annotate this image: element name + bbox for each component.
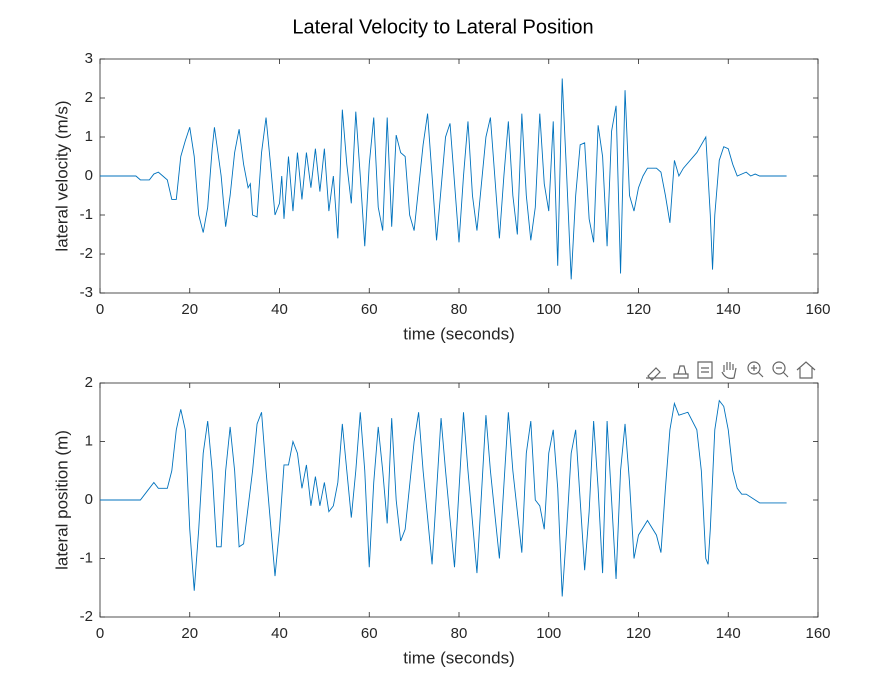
x-tick-label: 80 bbox=[451, 625, 468, 642]
zoom-in-icon[interactable] bbox=[747, 361, 761, 375]
y-tick-label: -1 bbox=[80, 206, 93, 223]
x-tick-label: 0 bbox=[96, 301, 104, 318]
x-tick-label: 20 bbox=[181, 301, 198, 318]
y-tick-label: -3 bbox=[80, 284, 93, 301]
x-axis-label: time (seconds) bbox=[403, 648, 514, 667]
y-tick-label: -2 bbox=[80, 245, 93, 262]
brush-icon[interactable] bbox=[673, 365, 689, 379]
x-tick-label: 140 bbox=[716, 625, 741, 642]
y-tick-label: 2 bbox=[85, 374, 93, 391]
y-tick-label: 0 bbox=[85, 491, 93, 508]
x-tick-label: 120 bbox=[626, 625, 651, 642]
plot-area bbox=[99, 382, 819, 618]
x-axis-label: time (seconds) bbox=[403, 324, 514, 343]
y-axis-label: lateral position (m) bbox=[52, 430, 71, 570]
plot-area bbox=[99, 58, 819, 294]
y-tick-label: 1 bbox=[85, 432, 93, 449]
y-tick-label: -1 bbox=[80, 549, 93, 566]
x-tick-label: 60 bbox=[361, 625, 378, 642]
x-tick-label: 20 bbox=[181, 625, 198, 642]
figure-title: Lateral Velocity to Lateral Position bbox=[292, 16, 593, 38]
x-tick-label: 60 bbox=[361, 301, 378, 318]
datatip-icon[interactable] bbox=[697, 361, 713, 379]
y-tick-label: -2 bbox=[80, 608, 93, 625]
y-tick-label: 0 bbox=[85, 167, 93, 184]
x-tick-label: 100 bbox=[536, 625, 561, 642]
x-tick-label: 140 bbox=[716, 301, 741, 318]
x-tick-label: 40 bbox=[271, 301, 288, 318]
data-line bbox=[100, 399, 787, 597]
pan-icon[interactable] bbox=[721, 362, 737, 379]
x-tick-label: 160 bbox=[805, 625, 830, 642]
x-tick-label: 120 bbox=[626, 301, 651, 318]
x-tick-label: 100 bbox=[536, 301, 561, 318]
home-icon[interactable] bbox=[796, 361, 816, 379]
y-axis-label: lateral velocity (m/s) bbox=[52, 100, 71, 251]
axes-toolbar[interactable] bbox=[646, 361, 816, 381]
y-tick-label: 2 bbox=[85, 89, 93, 106]
zoom-out-icon[interactable] bbox=[772, 361, 786, 375]
y-tick-label: 1 bbox=[85, 128, 93, 145]
x-tick-label: 80 bbox=[451, 301, 468, 318]
x-tick-label: 0 bbox=[96, 625, 104, 642]
export-icon[interactable] bbox=[646, 367, 666, 381]
y-tick-label: 3 bbox=[85, 50, 93, 67]
x-tick-label: 40 bbox=[271, 625, 288, 642]
data-line bbox=[100, 78, 787, 280]
x-tick-label: 160 bbox=[805, 301, 830, 318]
